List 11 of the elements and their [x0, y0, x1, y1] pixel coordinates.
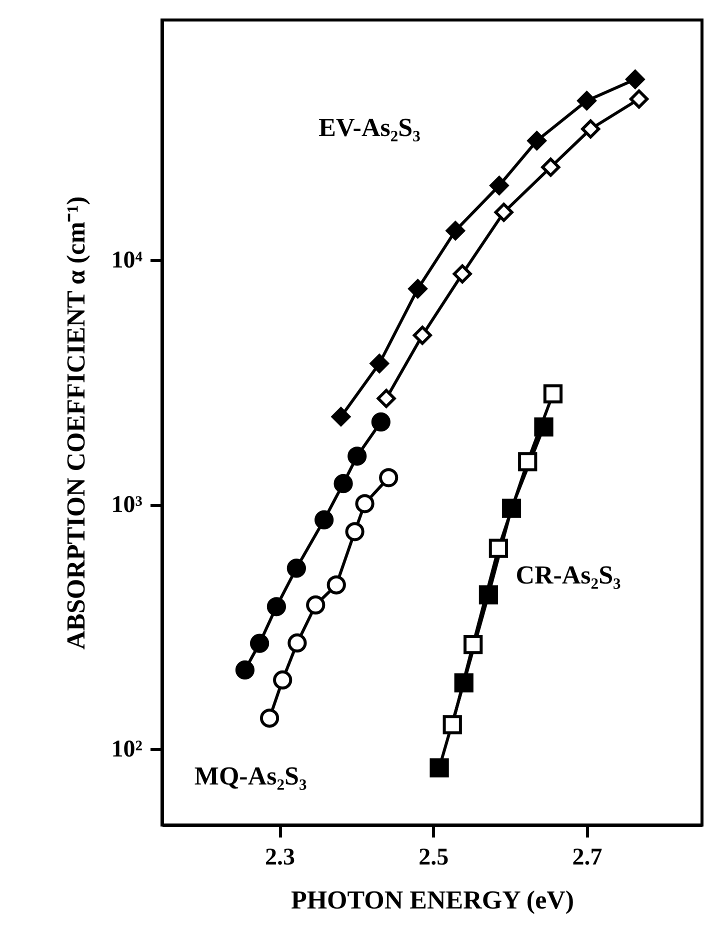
x-tick-label: 2.5 [418, 844, 449, 870]
x-axis-title: PHOTON ENERGY (eV) [290, 886, 574, 914]
annotation: CR-As₂S₃ [516, 560, 622, 590]
y-tick-label: 10⁴ [111, 248, 142, 274]
y-tick-label: 10² [111, 736, 142, 763]
x-tick-label: 2.7 [572, 844, 602, 870]
y-tick-label: 10³ [111, 492, 142, 518]
annotation: MQ-As₂S₃ [194, 762, 307, 791]
x-tick-label: 2.3 [265, 844, 296, 870]
annotation: EV-As₂S₃ [318, 112, 421, 142]
y-axis-title: ABSORPTION COEFFICIENT α (cm⁻¹) [61, 196, 90, 650]
